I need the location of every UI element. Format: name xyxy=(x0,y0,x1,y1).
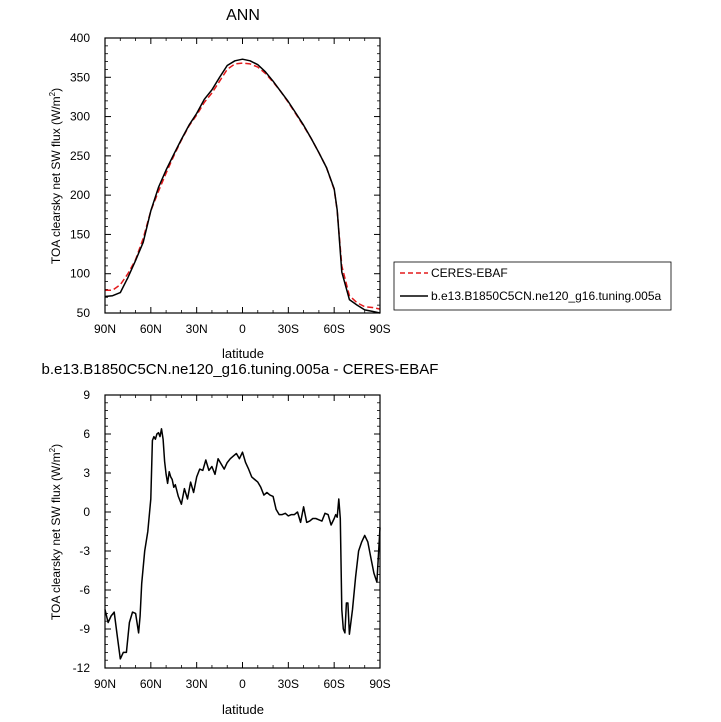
chart-1-frame xyxy=(104,37,381,314)
series-line-difference xyxy=(104,428,381,660)
x-tick-label: 60S xyxy=(323,322,344,336)
chart-1-axes: 90N 60N 30N 0 30S 60S 90S 50 100 150 200 250 300 350 4… xyxy=(70,31,391,336)
x-tick-label: 30S xyxy=(278,322,299,336)
y-tick-label: -6 xyxy=(79,583,90,597)
legend-box xyxy=(393,261,672,311)
y-tick-label: 6 xyxy=(83,427,90,441)
y-tick-label: 9 xyxy=(83,388,90,402)
x-tick-label: 90N xyxy=(94,677,116,691)
y-tick-label: 350 xyxy=(70,70,90,84)
y-tick-label: -12 xyxy=(73,661,91,675)
y-tick-label: 0 xyxy=(83,505,90,519)
chart-2-x-axis-label: latitude xyxy=(222,702,264,717)
chart-2-axes: 90N 60N 30N 0 30S 60S 90S -12 -9 -6 -3 0 3 6 9 xyxy=(73,388,391,691)
chart-1-x-axis-label: latitude xyxy=(222,346,264,361)
x-tick-label: 90N xyxy=(94,322,116,336)
chart-2-y-axis-label: TOA clearsky net SW flux (W/m2) xyxy=(48,444,63,620)
y-tick-label: 3 xyxy=(83,466,90,480)
y-tick-label: 100 xyxy=(70,267,90,281)
legend-label-model: b.e13.B1850C5CN.ne120_g16.tuning.005a xyxy=(431,289,662,303)
y-tick-label: 300 xyxy=(70,110,90,124)
chart-1-legend: CERES-EBAF b.e13.B1850C5CN.ne120_g16.tun… xyxy=(393,261,672,311)
y-tick-label: 250 xyxy=(70,149,90,163)
legend-label-ceres: CERES-EBAF xyxy=(431,266,508,280)
y-tick-label: 50 xyxy=(77,306,91,320)
chart-1-y-axis-label: TOA clearsky net SW flux (W/m2) xyxy=(48,88,63,264)
x-tick-label: 30S xyxy=(278,677,299,691)
chart-2-frame xyxy=(104,394,381,669)
series-line-model xyxy=(104,58,381,314)
x-tick-label: 60S xyxy=(323,677,344,691)
x-tick-label: 60N xyxy=(140,677,162,691)
x-tick-label: 0 xyxy=(239,677,246,691)
x-tick-label: 30N xyxy=(186,677,208,691)
y-tick-label: -9 xyxy=(79,622,90,636)
chart-2-plot-area xyxy=(104,428,381,660)
x-tick-label: 90S xyxy=(369,677,390,691)
y-tick-label: 150 xyxy=(70,227,90,241)
series-line-ceres-ebaf xyxy=(105,62,381,310)
y-tick-label: -3 xyxy=(79,544,90,558)
x-tick-label: 60N xyxy=(140,322,162,336)
chart-1-title: ANN xyxy=(226,7,260,24)
x-tick-label: 30N xyxy=(186,322,208,336)
chart-1-plot-area xyxy=(104,58,381,314)
y-tick-label: 400 xyxy=(70,31,90,45)
chart-2-title: b.e13.B1850C5CN.ne120_g16.tuning.005a - … xyxy=(42,361,439,378)
y-tick-label: 200 xyxy=(70,188,90,202)
x-tick-label: 90S xyxy=(369,322,390,336)
x-tick-label: 0 xyxy=(239,322,246,336)
